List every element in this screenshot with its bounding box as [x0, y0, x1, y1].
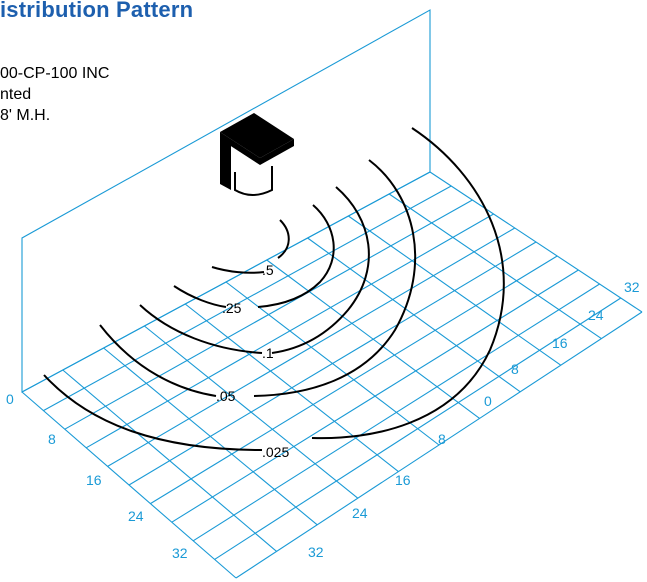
- grid-line-width: [171, 269, 579, 523]
- grid-line-depth: [266, 259, 480, 419]
- back-wall: [21, 9, 431, 393]
- fixture-icon: [220, 113, 294, 196]
- grid-line-depth: [307, 237, 521, 393]
- contour-0025: [311, 127, 505, 440]
- contour-05-left: [211, 266, 265, 274]
- contour-025: [257, 204, 335, 308]
- right-back-tick-16: 16: [552, 335, 568, 351]
- contour-005: [253, 159, 417, 397]
- contour-01-left: [139, 304, 263, 354]
- fixture-info: 00-CP-100 INC nted 8' M.H.: [0, 63, 109, 126]
- contour-label-05: .5: [262, 262, 274, 278]
- right-front-tick-8: 8: [438, 431, 446, 447]
- contour-label-0025: .025: [262, 444, 289, 460]
- grid-line-width: [235, 311, 643, 579]
- contour-label-01: .1: [262, 345, 274, 361]
- right-back-tick-24: 24: [588, 307, 604, 323]
- contour-005-left: [99, 324, 217, 397]
- grid-line-width: [150, 255, 558, 505]
- info-line-catalog: 00-CP-100 INC: [0, 65, 110, 82]
- right-back-tick-0: 0: [484, 393, 492, 409]
- info-line-mounting: nted: [0, 86, 32, 103]
- info-line-height: 8' M.H.: [0, 107, 51, 124]
- contour-label-005: .05: [216, 388, 236, 404]
- right-front-tick-32: 32: [308, 544, 324, 560]
- grid-line-width: [192, 283, 600, 542]
- contour-0025-left: [43, 374, 263, 451]
- right-back-tick-8: 8: [511, 361, 519, 377]
- left-tick-24: 24: [128, 508, 144, 524]
- grid-line-width: [128, 241, 537, 486]
- left-tick-32: 32: [172, 545, 188, 561]
- contour-05: [277, 219, 290, 259]
- left-tick-16: 16: [86, 472, 102, 488]
- grid-line-depth: [348, 215, 562, 366]
- contour-label-025: .25: [222, 300, 242, 316]
- contour-025-left: [173, 285, 227, 308]
- isofootcandle-contours: [43, 127, 505, 451]
- left-tick-8: 8: [48, 431, 56, 447]
- left-tick-0: 0: [6, 391, 14, 407]
- right-front-tick-16: 16: [395, 472, 411, 488]
- diagram-title: istribution Pattern: [0, 0, 194, 22]
- contour-01: [271, 186, 370, 354]
- grid-line-width: [214, 297, 622, 560]
- right-front-tick-24: 24: [352, 505, 368, 521]
- grid-line-depth: [429, 171, 643, 313]
- grid-line-depth: [388, 193, 602, 340]
- floor-grid: [21, 171, 643, 579]
- right-back-tick-32: 32: [624, 279, 640, 295]
